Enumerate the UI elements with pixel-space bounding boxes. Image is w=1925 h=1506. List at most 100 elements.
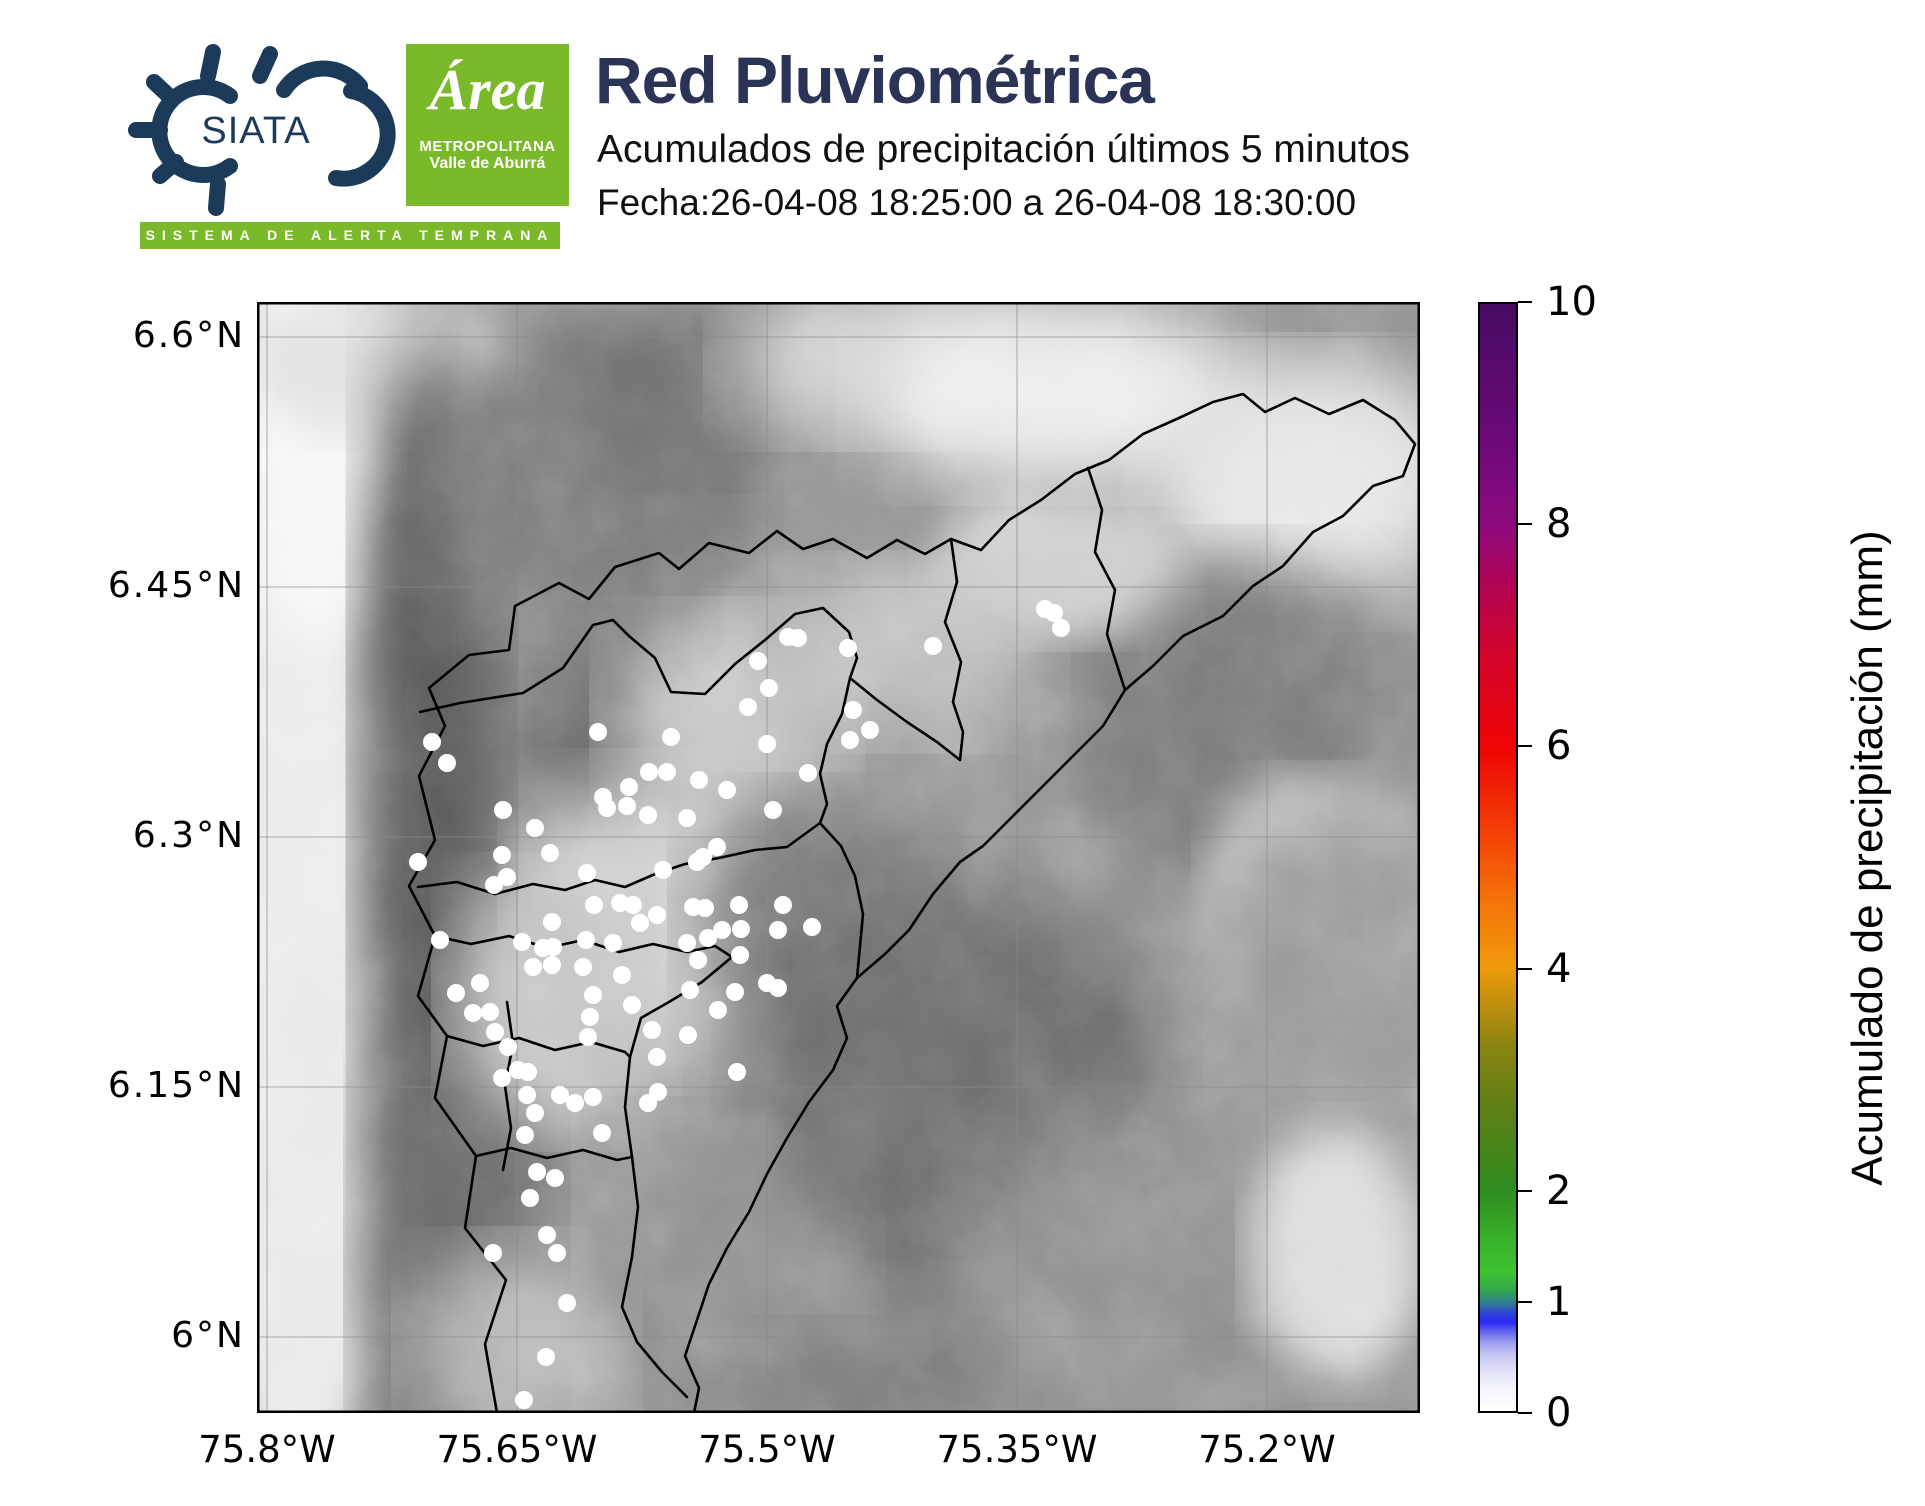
station-dot xyxy=(578,864,596,882)
station-dot xyxy=(681,981,699,999)
station-dot xyxy=(598,799,616,817)
colorbar-tick-mark xyxy=(1518,523,1532,526)
cloud-icon xyxy=(276,60,368,98)
station-dot xyxy=(558,1294,576,1312)
station-dot xyxy=(485,876,503,894)
station-dot xyxy=(718,781,736,799)
station-dot xyxy=(593,1124,611,1142)
colorbar-tick-label: 4 xyxy=(1546,945,1572,992)
station-dot xyxy=(471,974,489,992)
station-dot xyxy=(728,1063,746,1081)
station-dot xyxy=(528,1163,546,1181)
municipality-boundary xyxy=(445,1034,632,1059)
station-dot xyxy=(732,920,750,938)
area-logo-script: Área xyxy=(429,57,546,122)
station-dot xyxy=(613,966,631,984)
municipality-boundary xyxy=(818,676,852,825)
x-tick-label: 75.2°W xyxy=(1198,1428,1336,1471)
station-dot xyxy=(584,1088,602,1106)
station-dot xyxy=(618,797,636,815)
station-dot xyxy=(643,1021,661,1039)
municipality-boundary xyxy=(433,934,734,959)
station-dot xyxy=(464,1004,482,1022)
station-dot xyxy=(551,1086,569,1104)
station-dot xyxy=(423,733,441,751)
y-tick-label: 6.45°N xyxy=(107,565,245,606)
station-dot xyxy=(493,1069,511,1087)
y-tick-label: 6.15°N xyxy=(107,1065,245,1106)
graticule xyxy=(257,302,1420,1413)
station-dot xyxy=(839,639,857,657)
station-dot xyxy=(624,896,642,914)
station-dot xyxy=(708,838,726,856)
date-range: Fecha:26-04-08 18:25:00 a 26-04-08 18:30… xyxy=(597,182,1357,223)
station-dot xyxy=(709,1001,727,1019)
area-logo-line2: Valle de Aburrá xyxy=(429,155,546,172)
station-dot xyxy=(581,1008,599,1026)
station-dot xyxy=(623,996,641,1014)
colorbar-tick-label: 10 xyxy=(1546,279,1597,325)
station-dot xyxy=(769,921,787,939)
municipality-boundary xyxy=(474,1146,634,1162)
station-dot xyxy=(486,1023,504,1041)
station-dot xyxy=(640,763,658,781)
station-dot xyxy=(484,1244,502,1262)
map-panel xyxy=(257,302,1420,1413)
colorbar-tick-mark xyxy=(1518,1412,1532,1414)
station-dot xyxy=(654,861,672,879)
station-dot xyxy=(546,1169,564,1187)
station-dot xyxy=(543,913,561,931)
station-dot xyxy=(678,809,696,827)
y-tick-label: 6.6°N xyxy=(132,315,245,356)
station-dot xyxy=(699,929,717,947)
station-dot xyxy=(577,931,595,949)
station-dot xyxy=(544,938,562,956)
station-dot xyxy=(688,853,706,871)
station-dot xyxy=(769,979,787,997)
station-dot xyxy=(499,1038,517,1056)
x-tick-label: 75.65°W xyxy=(436,1428,598,1471)
station-dot xyxy=(690,771,708,789)
station-dot xyxy=(1045,604,1063,622)
municipality-boundary xyxy=(1086,466,1127,692)
station-dot xyxy=(519,1063,537,1081)
colorbar-tick-label: 8 xyxy=(1546,501,1572,548)
station-dot xyxy=(498,868,516,886)
station-dot xyxy=(543,956,561,974)
colorbar-tick-label: 6 xyxy=(1546,723,1572,770)
area-logo-line1: METROPOLITANA xyxy=(419,138,556,155)
station-dot xyxy=(648,1048,666,1066)
station-dot xyxy=(749,652,767,670)
station-dot xyxy=(515,1391,533,1409)
page-title: Red Pluviométrica xyxy=(595,43,1155,117)
station-dot xyxy=(739,698,757,716)
station-dot xyxy=(604,934,622,952)
colorbar-tick-mark xyxy=(1518,967,1532,970)
station-dot xyxy=(620,778,638,796)
terrain-background xyxy=(257,302,1420,1413)
station-dot xyxy=(689,951,707,969)
station-dot xyxy=(726,983,744,1001)
station-dot xyxy=(844,701,862,719)
station-dot xyxy=(730,896,748,914)
station-dot xyxy=(518,1086,536,1104)
station-dot xyxy=(566,1094,584,1112)
station-dot xyxy=(548,1244,566,1262)
siata-logo-text: SIATA xyxy=(201,110,310,152)
station-dot xyxy=(731,946,749,964)
station-dot xyxy=(526,819,544,837)
station-dot xyxy=(679,1026,697,1044)
station-dot xyxy=(764,801,782,819)
y-tick-label: 6°N xyxy=(171,1315,245,1356)
station-dot xyxy=(538,1226,556,1244)
station-dot xyxy=(541,844,559,862)
municipal-boundaries xyxy=(407,392,1417,1413)
station-dot xyxy=(585,896,603,914)
map xyxy=(257,302,1420,1413)
municipality-boundary xyxy=(943,537,965,762)
area-metropolitana-logo: Área METROPOLITANA Valle de Aburrá xyxy=(406,44,569,206)
station-dot xyxy=(774,896,792,914)
sun-circle-icon xyxy=(151,79,238,183)
station-dot xyxy=(678,934,696,952)
